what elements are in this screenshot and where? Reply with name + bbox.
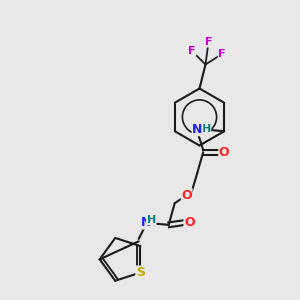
Text: F: F <box>218 49 226 59</box>
Text: O: O <box>219 146 230 159</box>
Text: O: O <box>182 189 192 202</box>
Text: F: F <box>205 37 212 47</box>
Text: S: S <box>136 266 145 279</box>
Text: O: O <box>184 216 195 229</box>
Text: H: H <box>147 215 156 225</box>
Text: H: H <box>202 124 211 134</box>
Text: F: F <box>188 46 196 56</box>
Text: N: N <box>192 123 203 136</box>
Text: N: N <box>140 216 151 229</box>
